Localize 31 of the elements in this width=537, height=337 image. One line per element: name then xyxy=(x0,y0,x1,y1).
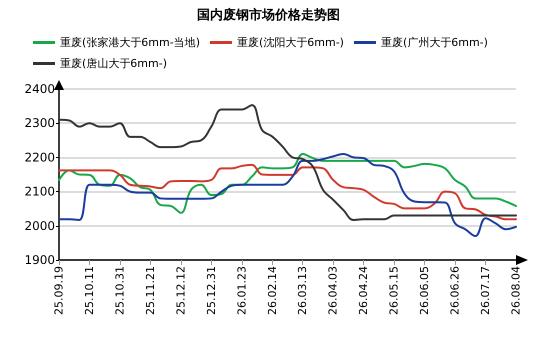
legend-label: 重废(唐山大于6mm-) xyxy=(60,57,167,70)
line-series xyxy=(58,164,517,220)
x-tick-label: 26.04.24 xyxy=(357,266,370,315)
x-tick-label: 25.12.12 xyxy=(174,266,188,315)
y-tick-label: 2300 xyxy=(24,116,55,130)
y-tick-label: 2000 xyxy=(24,218,55,233)
x-tick-label: 26.07.17 xyxy=(479,266,492,315)
y-tick-label: 2400 xyxy=(24,82,55,96)
legend-label: 重废(张家港大于6mm-当地) xyxy=(60,36,200,49)
x-tick-label: 26.08.04 xyxy=(510,266,522,315)
y-tick-label: 1900 xyxy=(24,253,55,267)
legend-label: 重废(沈阳大于6mm-) xyxy=(236,36,344,49)
chart-title: 国内废钢市场价格走势图 xyxy=(197,7,340,23)
x-tick-label: 25.10.11 xyxy=(82,266,96,315)
x-tick-label: 26.06.26 xyxy=(448,266,462,315)
x-tick-label: 26.03.13 xyxy=(296,266,310,315)
legend-label: 重废(广州大于6mm-) xyxy=(380,36,488,49)
x-tick-label: 25.12.31 xyxy=(204,266,218,315)
line-series xyxy=(58,104,517,221)
line-series xyxy=(58,152,517,214)
x-tick-label: 25.09.19 xyxy=(52,266,66,315)
x-tick-label: 25.11.21 xyxy=(144,266,157,315)
x-tick-label: 26.01.23 xyxy=(235,266,248,315)
y-tick-label: 2100 xyxy=(24,184,55,199)
x-tick-label: 26.02.14 xyxy=(266,266,279,315)
x-tick-label: 25.10.31 xyxy=(113,266,126,315)
x-tick-label: 26.05.15 xyxy=(388,266,401,315)
x-tick-label: 26.06.05 xyxy=(418,266,432,315)
x-tick-label: 26.04.03 xyxy=(326,266,340,315)
line-series xyxy=(58,152,517,238)
y-tick-label: 2200 xyxy=(24,150,55,164)
